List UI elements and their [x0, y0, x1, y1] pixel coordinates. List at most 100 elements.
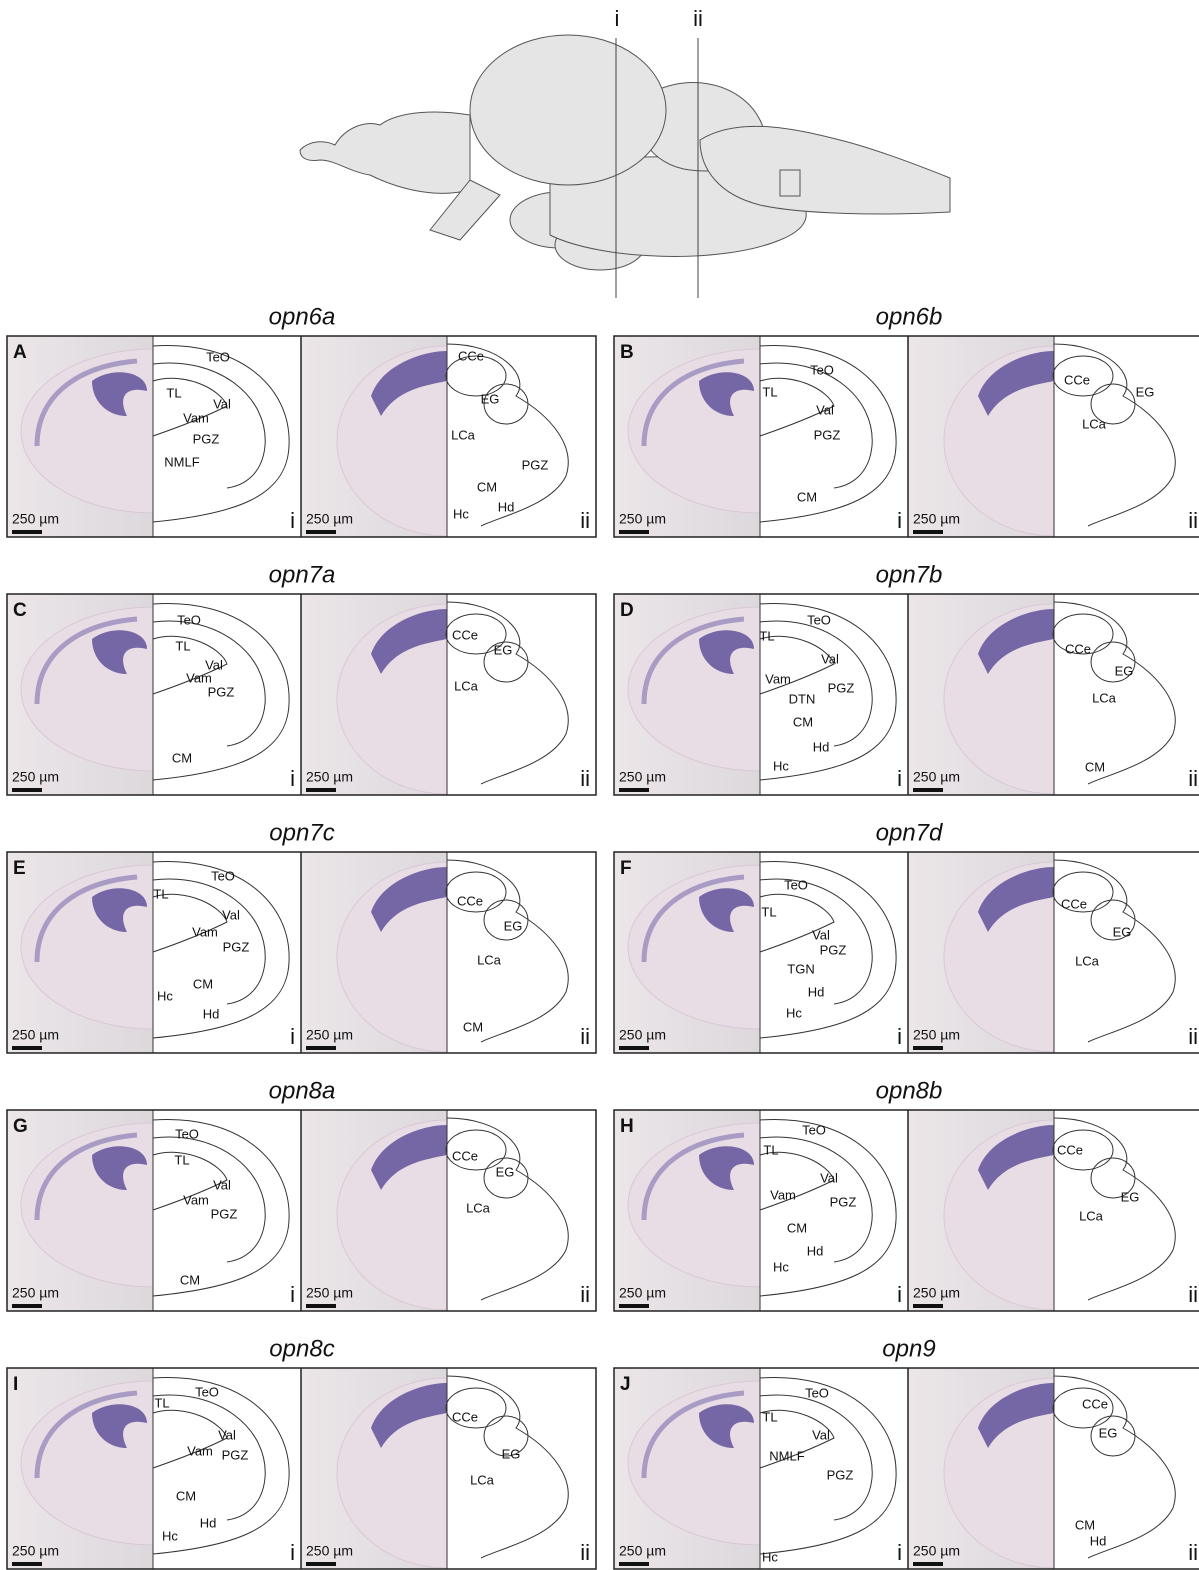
stain	[371, 1383, 447, 1448]
sub-panel: TeO TL Val NMLF PGZ Hc 250 µm i	[614, 1368, 902, 1569]
scale-bar	[913, 1562, 943, 1566]
tissue	[627, 1122, 760, 1288]
tissue-section	[943, 861, 1054, 1053]
region-label: Hd	[808, 984, 825, 999]
region-label: Val	[820, 1170, 838, 1185]
outline	[759, 594, 897, 795]
panel-letter: A	[13, 342, 27, 363]
outline-path	[759, 1376, 897, 1555]
scale-bar-label: 250 µm	[619, 1285, 666, 1301]
outline-path	[152, 893, 228, 953]
region-label: Hd	[498, 499, 515, 514]
panel-letter: I	[13, 1374, 18, 1395]
region-label: LCa	[466, 1200, 491, 1215]
tissue	[20, 606, 153, 772]
outline-path	[1052, 613, 1114, 655]
scale-bar	[619, 1046, 649, 1050]
region-label: Vam	[187, 1443, 213, 1458]
sub-panel: CCe EG LCa PGZ CM Hc Hd 250 µm ii	[301, 336, 590, 537]
tissue	[336, 603, 447, 795]
section-label: ii	[580, 766, 590, 791]
section-label: i	[897, 766, 902, 791]
outline	[759, 1110, 897, 1311]
tissue	[336, 1377, 447, 1569]
region-label: Hc	[453, 506, 469, 521]
scale-bar-label: 250 µm	[12, 511, 59, 527]
stain	[641, 616, 745, 705]
outline-path	[1053, 1117, 1176, 1301]
region-label: Hd	[200, 1515, 217, 1530]
tissue	[336, 1119, 447, 1311]
region-label: PGZ	[193, 431, 220, 446]
region-label: PGZ	[814, 427, 841, 442]
region-label: PGZ	[208, 684, 235, 699]
region-label: Hc	[157, 988, 173, 1003]
outline-path	[1090, 899, 1136, 941]
scale-bar-label: 250 µm	[913, 769, 960, 785]
stain	[699, 630, 754, 674]
region-label: Hd	[203, 1006, 220, 1021]
region-label: TeO	[195, 1384, 219, 1399]
region-label: Hc	[162, 1528, 178, 1543]
stain	[371, 351, 447, 416]
tissue	[943, 1119, 1054, 1311]
region-label: CCe	[1082, 1396, 1108, 1411]
outline-path	[759, 1118, 897, 1297]
outline-path	[759, 1394, 873, 1521]
scale-bar-label: 250 µm	[12, 1285, 59, 1301]
region-label: EG	[496, 1164, 515, 1179]
region-label: Val	[812, 927, 830, 942]
outline-path	[483, 641, 529, 683]
stain	[92, 888, 147, 932]
stain	[699, 372, 754, 416]
sub-panel: CCe EG LCa 250 µm ii	[908, 336, 1198, 537]
outline-path	[759, 1151, 835, 1211]
region-label: PGZ	[211, 1206, 238, 1221]
tissue-section	[336, 345, 447, 537]
region-label: TL	[759, 628, 774, 643]
section-label: i	[290, 1282, 295, 1307]
section-label: i	[290, 766, 295, 791]
region-label: LCa	[1082, 416, 1107, 431]
region-label: CM	[797, 489, 817, 504]
outline-path	[445, 355, 507, 397]
tissue	[20, 348, 153, 514]
tissue	[336, 345, 447, 537]
tissue-section	[943, 345, 1054, 537]
region-label: Vam	[186, 670, 212, 685]
outline	[445, 1110, 569, 1311]
scale-bar	[306, 1046, 336, 1050]
stain	[699, 1404, 754, 1448]
region-label: LCa	[1079, 1208, 1104, 1223]
region-label: Val	[821, 651, 839, 666]
outline-path	[1053, 343, 1176, 527]
section-label: i	[290, 508, 295, 533]
outline-path	[152, 1376, 290, 1555]
region-label: TeO	[807, 612, 831, 627]
outline-path	[483, 383, 529, 425]
region-label: CM	[1075, 1517, 1095, 1532]
scale-bar-label: 250 µm	[619, 1027, 666, 1043]
outline-path	[1052, 355, 1114, 397]
outline-path	[759, 1136, 873, 1263]
region-label: TeO	[175, 1126, 199, 1141]
panel-letter: F	[620, 858, 632, 879]
region-label: Hc	[773, 758, 789, 773]
tissue	[20, 1122, 153, 1288]
outline-path	[446, 343, 569, 527]
region-label: LCa	[1075, 953, 1100, 968]
stain	[978, 1383, 1054, 1448]
outline	[1052, 594, 1176, 795]
region-label: CCe	[1057, 1142, 1083, 1157]
outline-path	[1052, 1129, 1114, 1171]
region-label: CM	[463, 1019, 483, 1034]
panel-border	[613, 851, 1199, 1054]
region-label: Val	[205, 657, 223, 672]
region-label: TeO	[211, 868, 235, 883]
